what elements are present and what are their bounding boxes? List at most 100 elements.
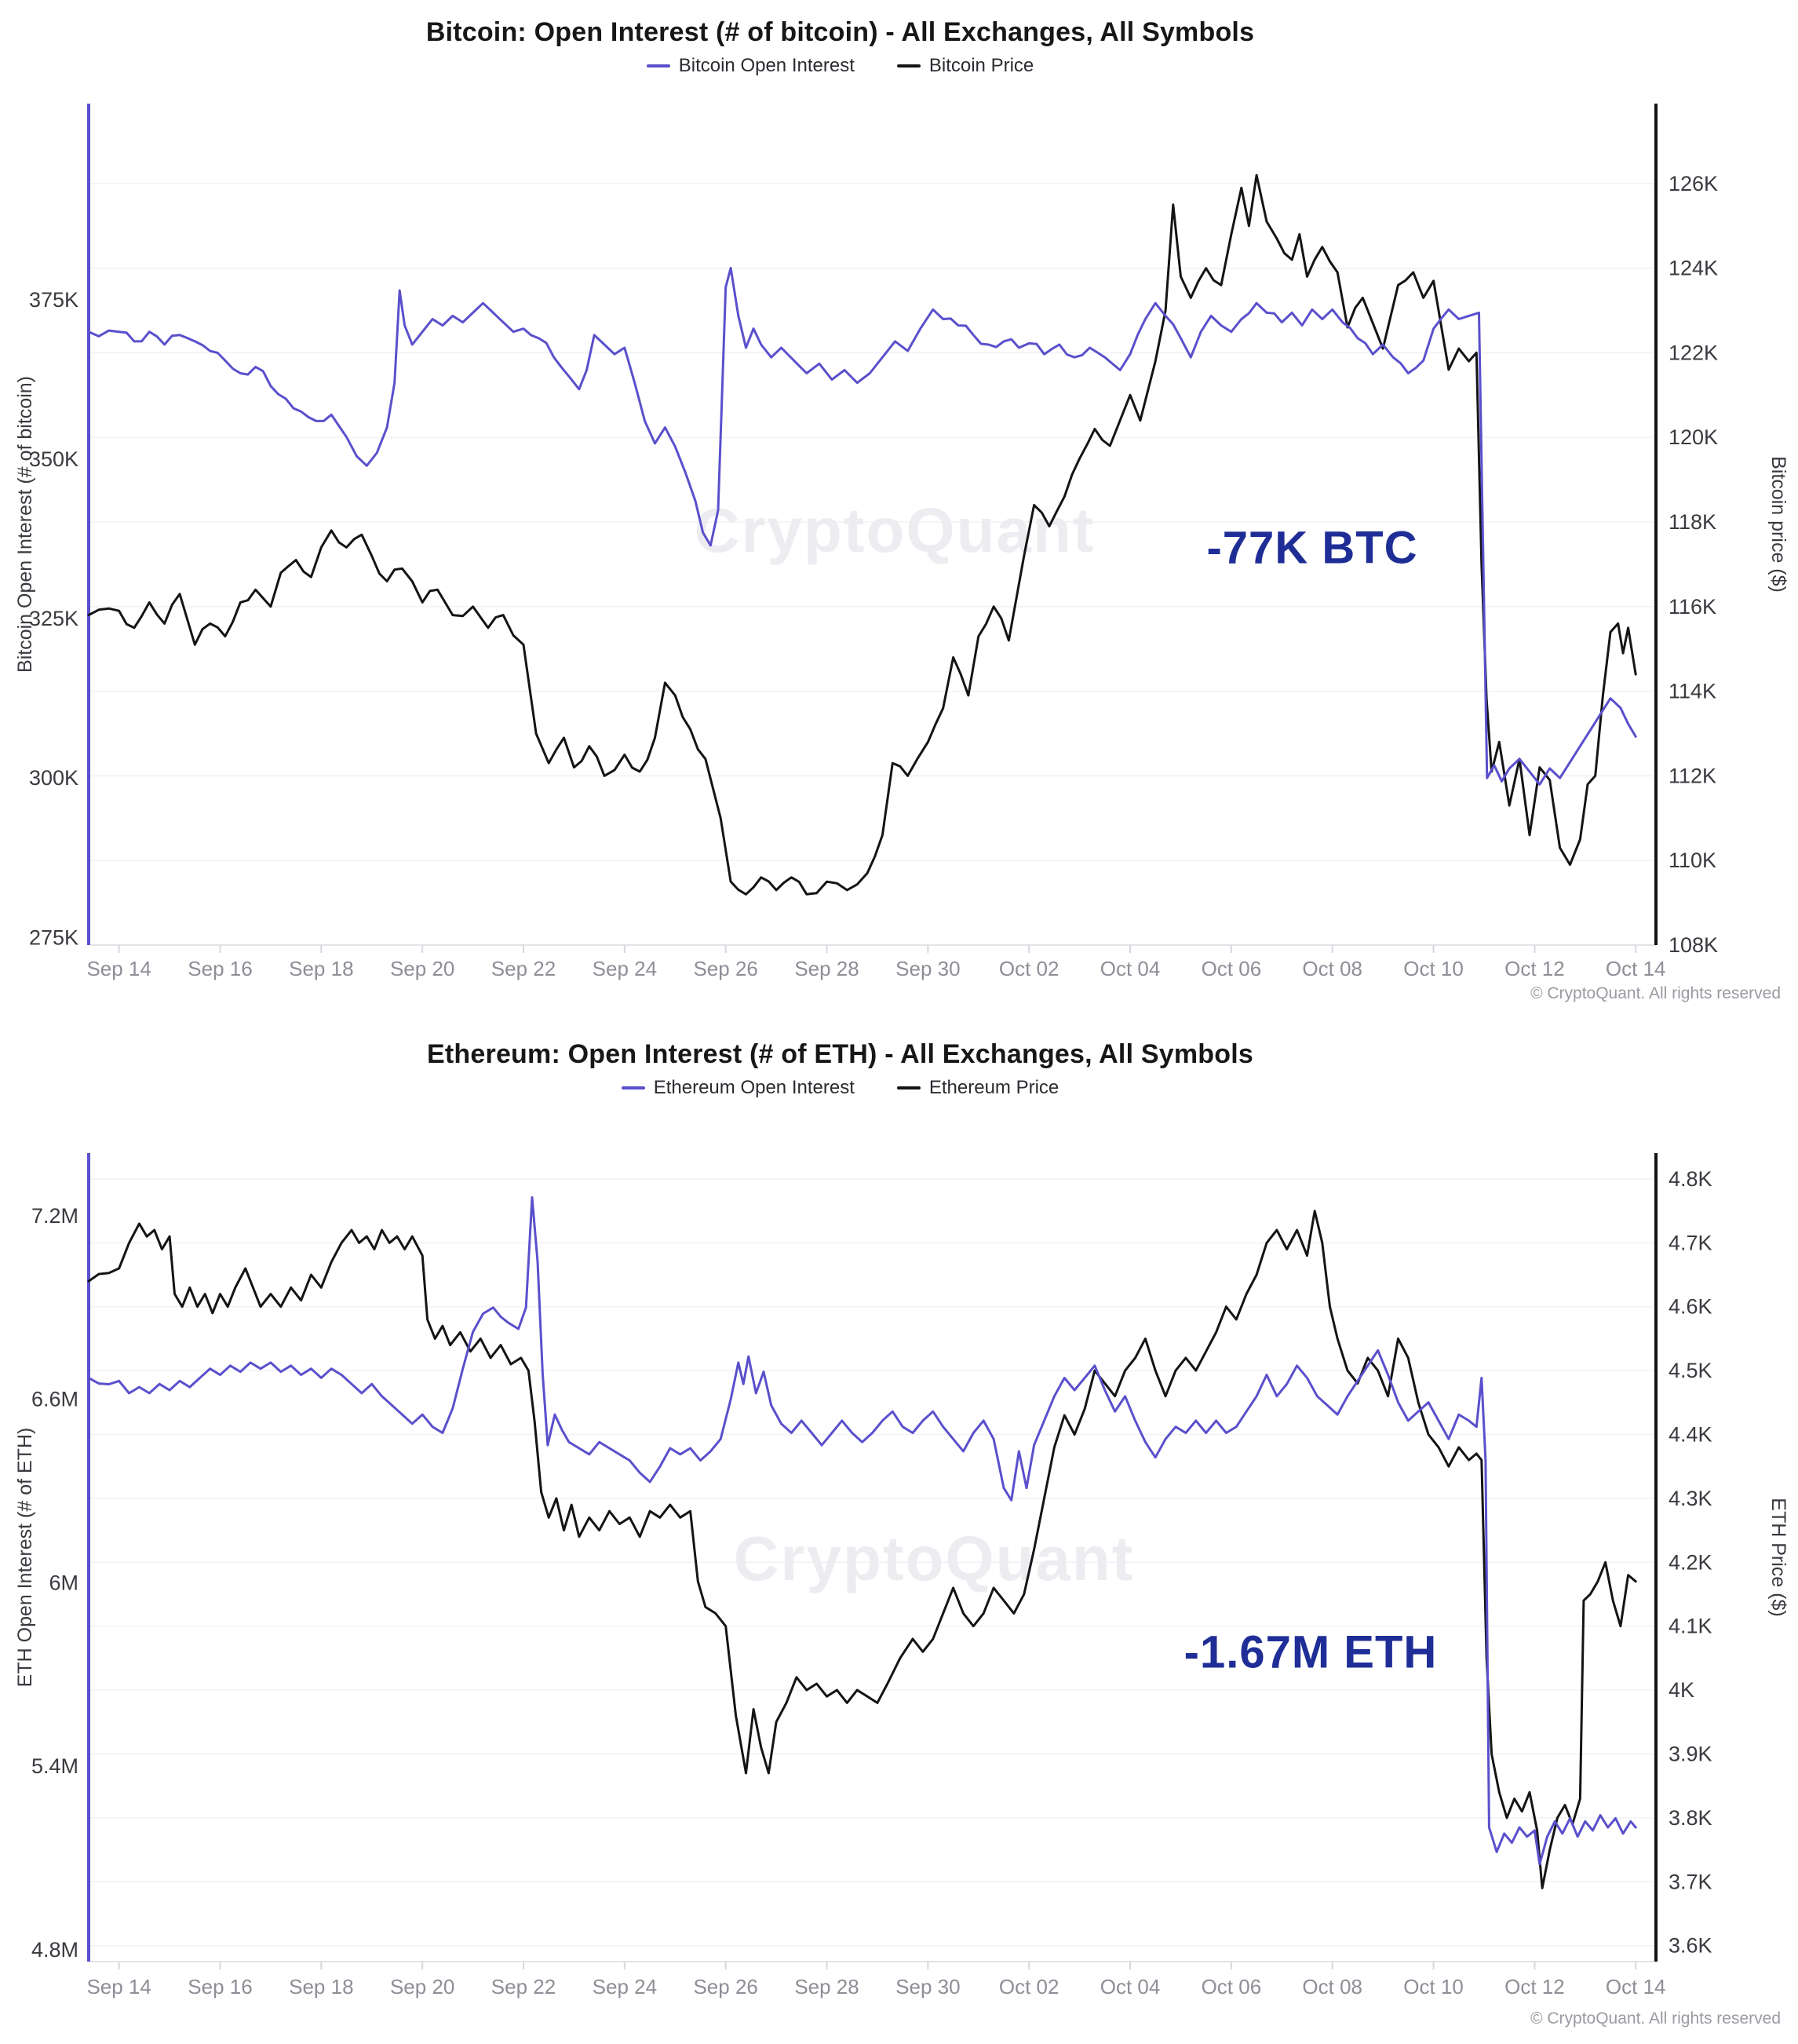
- bitcoin-chart-panel: Bitcoin: Open Interest (# of bitcoin) - …: [0, 17, 1798, 1022]
- right-axis-title: ETH Price ($): [1767, 1498, 1789, 1616]
- legend-swatch-icon: [896, 64, 921, 68]
- right-tick-label: 3.7K: [1669, 1870, 1712, 1893]
- left-tick-label: 300K: [29, 766, 78, 790]
- page: Bitcoin: Open Interest (# of bitcoin) - …: [0, 17, 1798, 2044]
- x-tick-label: Sep 20: [390, 957, 454, 980]
- right-axis-title: Bitcoin price ($): [1767, 456, 1789, 593]
- x-tick-label: Sep 20: [390, 1975, 454, 1998]
- left-tick-label: 6M: [49, 1571, 78, 1594]
- right-tick-label: 4.8K: [1669, 1167, 1712, 1191]
- right-tick-label: 4K: [1669, 1678, 1694, 1702]
- legend-swatch-icon: [896, 1086, 921, 1090]
- ethereum-chart-header: Ethereum: Open Interest (# of ETH) - All…: [0, 1039, 1798, 1099]
- x-tick-label: Sep 18: [289, 957, 353, 980]
- right-tick-label: 3.6K: [1669, 1934, 1712, 1958]
- x-tick-label: Sep 22: [491, 1975, 556, 1998]
- right-tick-label: 112K: [1669, 764, 1716, 787]
- right-tick-label: 120K: [1669, 425, 1718, 449]
- bitcoin-chart-canvas: CryptoQuant Sep 14 Sep 16 Sep 18 Sep 20 Sep 2…: [14, 104, 1789, 980]
- left-tick-label: 375K: [29, 288, 78, 312]
- x-tick-label: Oct 02: [999, 1975, 1059, 1998]
- right-tick-label: 116K: [1669, 595, 1716, 619]
- right-tick-label: 3.9K: [1669, 1742, 1712, 1765]
- x-tick-label: Oct 04: [1100, 1975, 1161, 1998]
- x-tick-label: Oct 10: [1403, 1975, 1464, 1998]
- right-tick-label: 108K: [1669, 933, 1718, 957]
- legend-label: Ethereum Open Interest: [653, 1077, 855, 1098]
- x-tick-label: Oct 06: [1202, 1975, 1262, 1998]
- legend-label: Ethereum Price: [928, 1077, 1059, 1098]
- legend-item: Ethereum Open Interest: [621, 1077, 855, 1099]
- right-tick-label: 4.4K: [1669, 1423, 1712, 1447]
- x-tick-label: Sep 30: [895, 1975, 960, 1998]
- left-tick-label: 275K: [29, 925, 78, 949]
- ethereum-chart-canvas: CryptoQuant Sep 14 Sep 16 Sep 18 Sep 20 Sep 2…: [14, 1153, 1789, 1998]
- watermark-text: CryptoQuant: [695, 495, 1096, 565]
- bitcoin-open-interest-line: [87, 267, 1637, 786]
- x-tick-label: Sep 14: [86, 957, 151, 980]
- legend-swatch-icon: [646, 64, 670, 68]
- left-axis-title: Bitcoin Open Interest (# of bitcoin): [14, 376, 36, 673]
- ethereum-chart-legend: Ethereum Open Interest Ethereum Price: [0, 1077, 1680, 1099]
- x-tick-label: Oct 14: [1606, 1975, 1666, 1998]
- gridlines: [89, 1178, 1656, 1947]
- x-tick-label: Sep 22: [491, 957, 556, 980]
- copyright-note: © CryptoQuant. All rights reserved: [1530, 984, 1781, 1002]
- legend-item: Bitcoin Open Interest: [646, 55, 855, 77]
- x-tick-label: Sep 26: [693, 1975, 757, 1998]
- x-tick-label: Sep 18: [289, 1975, 353, 1998]
- x-tick-label: Oct 02: [999, 957, 1059, 980]
- x-tick-label: Oct 12: [1504, 957, 1565, 980]
- x-tick-label: Sep 28: [794, 957, 859, 980]
- right-tick-label: 110K: [1669, 849, 1716, 872]
- right-tick-label: 126K: [1669, 172, 1718, 195]
- x-tick-label: Oct 12: [1504, 1975, 1565, 1998]
- legend-label: Bitcoin Price: [928, 55, 1034, 76]
- left-axis-title: ETH Open Interest (# of ETH): [14, 1428, 36, 1688]
- x-tick-label: Oct 08: [1302, 957, 1362, 980]
- bitcoin-chart-title: Bitcoin: Open Interest (# of bitcoin) - …: [425, 17, 1255, 47]
- right-tick-label: 4.2K: [1669, 1550, 1712, 1574]
- legend-item: Ethereum Price: [896, 1077, 1059, 1099]
- x-tick-label: Sep 14: [86, 1975, 151, 1998]
- right-tick-label: 118K: [1669, 510, 1716, 534]
- annotation-text: -1.67M ETH: [1184, 1626, 1438, 1677]
- watermark-text: CryptoQuant: [734, 1524, 1135, 1593]
- bitcoin-chart-legend: Bitcoin Open Interest Bitcoin Price: [0, 55, 1680, 77]
- ethereum-chart-title: Ethereum: Open Interest (# of ETH) - All…: [427, 1039, 1253, 1069]
- left-tick-label: 7.2M: [31, 1204, 78, 1228]
- x-tick-label: Sep 24: [593, 957, 657, 980]
- x-tick-label: Oct 10: [1403, 957, 1464, 980]
- left-tick-label: 4.8M: [31, 1938, 78, 1962]
- x-tick-label: Sep 24: [593, 1975, 657, 1998]
- ethereum-open-interest-line: [87, 1196, 1637, 1866]
- x-tick-label: Oct 08: [1302, 1975, 1362, 1998]
- bitcoin-price-line: [87, 173, 1637, 896]
- x-tick-label: Oct 14: [1606, 957, 1666, 980]
- left-tick-label: 6.6M: [31, 1388, 78, 1411]
- right-tick-label: 4.1K: [1669, 1615, 1712, 1638]
- ethereum-chart-panel: Ethereum: Open Interest (# of ETH) - All…: [0, 1039, 1798, 2044]
- ethereum-price-line: [87, 1210, 1637, 1889]
- x-tick-label: Sep 16: [188, 1975, 252, 1998]
- right-tick-label: 4.7K: [1669, 1231, 1712, 1254]
- right-tick-label: 114K: [1669, 680, 1716, 703]
- x-tick-label: Oct 04: [1100, 957, 1161, 980]
- left-tick-label: 350K: [29, 447, 78, 471]
- right-tick-label: 4.3K: [1669, 1487, 1712, 1510]
- copyright-note: © CryptoQuant. All rights reserved: [1530, 2009, 1781, 2028]
- right-tick-label: 124K: [1669, 257, 1718, 280]
- left-tick-label: 325K: [29, 607, 78, 630]
- x-axis: Sep 14 Sep 16 Sep 18 Sep 20 Sep 22 Sep 24 Sep …: [86, 1962, 1666, 1998]
- legend-swatch-icon: [621, 1086, 645, 1090]
- x-tick-label: Sep 26: [693, 957, 757, 980]
- x-tick-label: Oct 06: [1202, 957, 1262, 980]
- x-tick-label: Sep 30: [895, 957, 960, 980]
- x-tick-label: Sep 28: [794, 1975, 859, 1998]
- left-tick-label: 5.4M: [31, 1754, 78, 1778]
- right-tick-label: 4.6K: [1669, 1295, 1712, 1319]
- annotation-text: -77K BTC: [1206, 522, 1417, 573]
- right-tick-label: 3.8K: [1669, 1806, 1712, 1830]
- right-tick-label: 122K: [1669, 341, 1718, 364]
- legend-item: Bitcoin Price: [896, 55, 1034, 77]
